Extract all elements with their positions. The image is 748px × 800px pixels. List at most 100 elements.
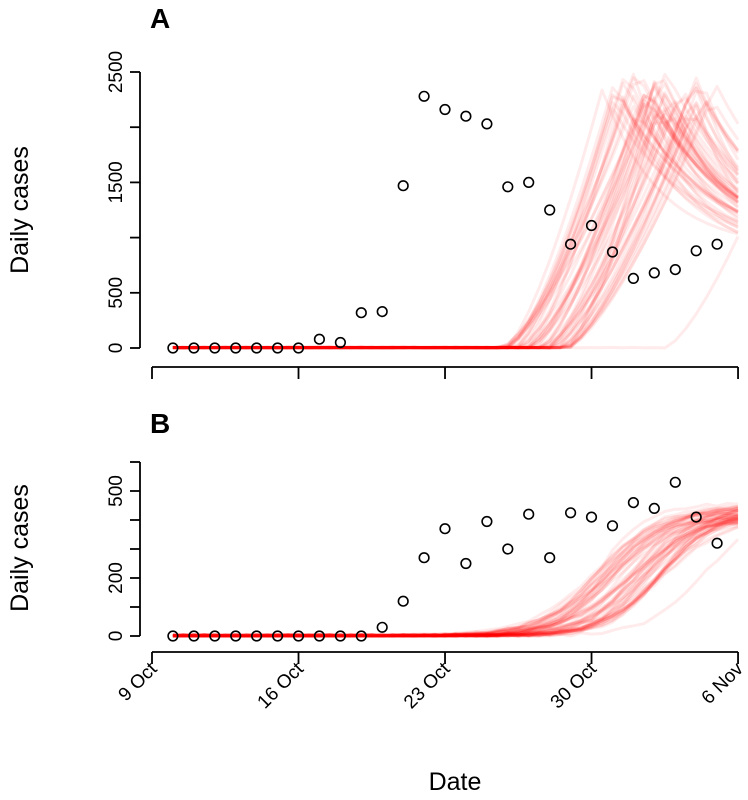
panel-a-simulation-line [172, 79, 740, 350]
panel-a-simulation-line [172, 93, 739, 350]
panel-b-simulation-line [172, 508, 739, 638]
panel-b-observed-point [439, 523, 451, 535]
panel-a-simulation-line [172, 86, 740, 350]
panel-b-simulation-line [172, 520, 739, 638]
panel-b-simulation-line [172, 508, 739, 638]
panel-b-simulation-line [172, 513, 739, 638]
panel-a-observed-point [272, 342, 284, 354]
panel-b-simulation-line [172, 507, 739, 638]
panel-b-observed-points [167, 476, 723, 642]
panel-a-simulation-line [172, 76, 739, 350]
x-tick-label: 30 Oct [547, 658, 602, 713]
panel-a-observed-point [251, 342, 263, 354]
panel-b-observed-point [460, 557, 472, 570]
panel-b-simulation-line [172, 516, 739, 638]
panel-a-simulation-line [172, 104, 740, 350]
panel-b-simulation-line [172, 506, 739, 638]
panel-b-simulation-line [172, 502, 739, 638]
panel-a-simulation-line [172, 96, 739, 350]
panel-a-simulation-line [172, 99, 739, 350]
panel-a-simulation-line [172, 113, 739, 350]
panel-a-simulation-line [172, 102, 739, 350]
panel-a-simulation-line [172, 86, 739, 350]
panel-a-simulation-line [172, 93, 739, 350]
panel-b-simulation-line [172, 517, 739, 638]
panel-a-observed-point [669, 264, 681, 276]
panel-a-simulation-line [172, 100, 740, 350]
panel-a-observed-point [209, 342, 221, 354]
panel-a-simulation-line [172, 76, 740, 350]
panel-a-simulation-line [172, 72, 739, 350]
panel-b-observed-point [251, 630, 263, 642]
panel-b-simulation-line [172, 522, 739, 638]
panel-b-observed-point [334, 630, 347, 642]
panel-b-simulation-line [172, 519, 739, 638]
panel-b-simulation-line [172, 514, 739, 638]
panel-a-simulation-line [172, 84, 739, 350]
panel-b-simulation-line [172, 512, 739, 638]
panel-b-simulation-line [172, 509, 739, 638]
panel-a-observed-point [167, 342, 179, 354]
panel-b-simulation-line [172, 505, 739, 638]
panel-a-observed-point [188, 342, 200, 354]
panel-a-simulation-line [172, 105, 740, 350]
panel-b-simulation-line [172, 508, 739, 638]
panel-b-observed-point [418, 552, 430, 564]
panel-b-simulation-line [172, 516, 739, 638]
panel-b-simulation-lines [172, 502, 740, 638]
panel-a-observed-point [523, 176, 535, 188]
panel-a-simulation-line [172, 235, 740, 350]
panel-b-simulation-line [172, 515, 739, 638]
panel-a-observed-point [230, 342, 242, 354]
panel-a-simulation-line [172, 93, 740, 350]
panel-b-simulation-line [172, 512, 739, 638]
x-tick-label: 23 Oct [400, 658, 455, 713]
panel-a-simulation-line [172, 99, 740, 350]
panel-a-observed-point [481, 118, 493, 130]
panel-a-simulation-line [172, 94, 739, 350]
panel-b: B Daily cases 0 200 500 9 Oct 16 Oct 23 Oct 3… [6, 408, 748, 713]
panel-a-simulation-line [172, 99, 740, 350]
panel-b-simulation-line [172, 518, 739, 638]
panel-b-simulation-line [172, 516, 739, 638]
panel-a-simulation-line [172, 107, 739, 350]
panel-a-observed-point [606, 246, 619, 258]
panel-b-observed-point [376, 621, 388, 633]
panel-b-y-axis-title: Daily cases [6, 484, 34, 612]
panel-b-simulation-line [172, 513, 739, 638]
panel-b-observed-point [544, 552, 556, 564]
panel-b-simulation-line [172, 512, 739, 638]
panel-b-simulation-line [172, 516, 739, 638]
x-tick-label: 16 Oct [254, 658, 309, 713]
panel-b-simulation-line [172, 522, 739, 638]
panel-b-simulation-line [172, 504, 739, 638]
panel-b-y-tick-label: 0 [106, 631, 127, 642]
panel-a-simulation-line [172, 91, 739, 350]
panel-a-observed-point [690, 245, 702, 257]
panel-a-simulation-line [172, 115, 740, 350]
panel-a-simulation-line [172, 101, 739, 350]
panel-b-simulation-line [172, 506, 739, 638]
panel-a-y-tick-label: 500 [106, 277, 127, 309]
panel-a-simulation-line [172, 102, 739, 350]
panel-b-simulation-line [172, 521, 739, 638]
panel-a-simulation-line [172, 117, 740, 350]
panel-a-simulation-line [172, 120, 739, 350]
panel-a-simulation-line [172, 94, 739, 350]
panel-a-label: A [150, 3, 170, 34]
panel-b-simulation-line [172, 515, 739, 638]
panel-b-observed-point [648, 502, 660, 515]
panel-a-simulation-line [172, 82, 740, 350]
panel-b-simulation-line [172, 517, 739, 638]
panel-a-observed-point [544, 204, 556, 216]
panel-a-y-axis: 0 500 1500 2500 [106, 51, 141, 353]
panel-a-observed-point [418, 90, 430, 102]
panel-a-x-axis [151, 366, 739, 379]
panel-b-simulation-line [172, 519, 739, 638]
panel-b-simulation-line [172, 512, 739, 638]
panel-a-simulation-line [172, 85, 740, 350]
panel-a-observed-point [376, 306, 388, 318]
panel-a-simulation-line [172, 81, 739, 350]
panel-a-simulation-line [172, 105, 739, 350]
panel-b-y-tick-label: 200 [106, 562, 127, 594]
